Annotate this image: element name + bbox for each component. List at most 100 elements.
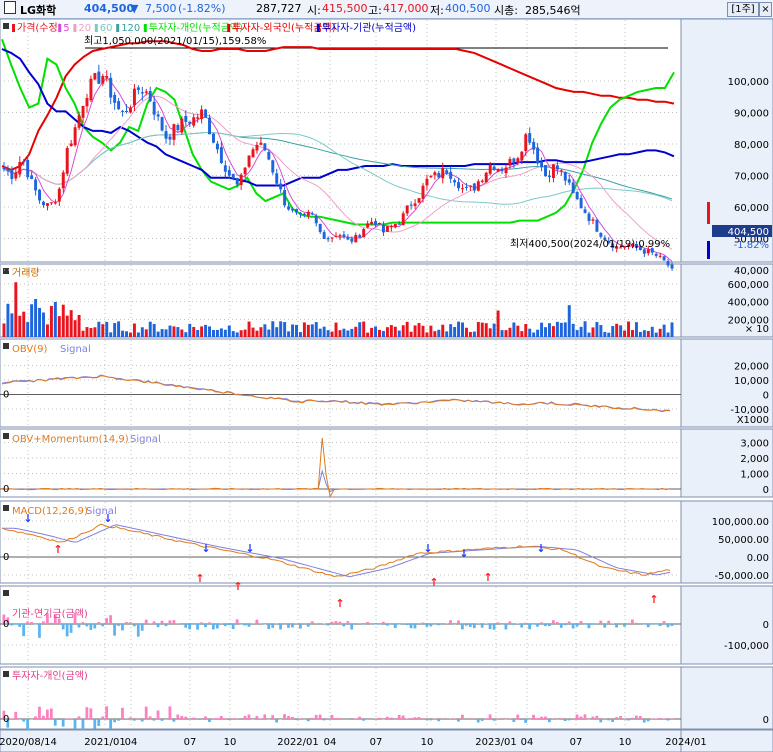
pension-bar: [140, 624, 144, 631]
volume-bar: [488, 328, 492, 337]
date-label: 10: [421, 737, 434, 748]
individual-bar: [417, 717, 421, 719]
pension-bar: [136, 624, 140, 637]
period-button[interactable]: [1주]: [727, 2, 759, 17]
individual-legend: 투자자-개인(금액): [12, 670, 88, 682]
pension-bar: [212, 624, 215, 630]
date-label: 07: [570, 737, 583, 748]
candle-body: [45, 203, 49, 206]
volume-bar: [34, 299, 38, 337]
pension-bar: [508, 621, 512, 624]
volume-bar: [180, 329, 184, 337]
candle-body: [140, 92, 144, 94]
candle-body: [484, 172, 488, 183]
pension-bar: [306, 624, 310, 627]
individual-bar: [378, 717, 381, 719]
individual-bar: [595, 715, 599, 719]
candle-body: [279, 183, 283, 190]
pension-bar: [101, 624, 105, 627]
volume-bar: [472, 331, 476, 337]
volume-bar: [121, 330, 125, 337]
volume-bar: [654, 332, 658, 337]
close-button[interactable]: ×: [759, 2, 772, 17]
volume-bar: [563, 322, 567, 337]
pension-bar: [219, 623, 223, 624]
volume-bar: [49, 305, 53, 337]
candle-body: [97, 71, 101, 84]
pension-bar: [603, 624, 607, 628]
individual-bar: [219, 715, 223, 719]
pension-bar: [287, 624, 290, 628]
panel-menu-icon: [3, 671, 9, 677]
individual-bar: [389, 717, 393, 719]
macd-sell-signal-icon: ↓: [103, 512, 112, 525]
volume-bar: [449, 324, 453, 337]
individual-bar: [85, 707, 89, 719]
candle-body: [184, 115, 188, 122]
individual-zero-label: 0: [3, 714, 9, 725]
individual-bar: [57, 719, 61, 721]
individual-tick: 0: [763, 715, 769, 726]
candle-body: [413, 203, 417, 206]
pension-bar: [196, 624, 199, 630]
individual-bar: [105, 706, 109, 719]
individual-bar: [401, 715, 405, 719]
volume-bar: [611, 326, 615, 337]
pension-bar: [184, 624, 188, 628]
candle-body: [334, 235, 338, 237]
obv-unit: X1000: [737, 415, 769, 426]
volume-bar: [105, 321, 109, 337]
candle-body: [235, 178, 239, 185]
pension-bar: [496, 622, 500, 624]
stock-name[interactable]: LG화학: [20, 4, 57, 17]
pension-bar: [298, 624, 302, 629]
volume-bar: [374, 326, 378, 337]
volume-bar: [38, 307, 42, 337]
candle-body: [401, 213, 405, 226]
window-icon[interactable]: [4, 1, 16, 14]
candle-body: [445, 170, 449, 174]
candle-body: [567, 179, 571, 183]
pension-tick: -100,000: [724, 641, 769, 652]
volume-bar: [413, 325, 417, 337]
pension-bar: [69, 624, 73, 633]
macd-sell-signal-icon: ↓: [423, 542, 432, 555]
pension-bar: [409, 624, 413, 629]
macd-signal-legend: Signal: [86, 506, 117, 517]
volume-bar: [318, 328, 322, 337]
panel-macd: [0, 500, 682, 584]
candle-body: [34, 179, 38, 191]
candle-body: [267, 152, 271, 160]
candle-body: [587, 213, 591, 221]
candle-body: [650, 248, 654, 253]
individual-bar: [2, 710, 6, 719]
candle-body: [73, 127, 77, 146]
price-legend-item: 투자자-개인(누적금액): [149, 22, 243, 34]
candle-body: [318, 223, 322, 232]
date-label: 2024/01: [665, 737, 707, 748]
volume-bar: [540, 322, 544, 337]
individual-bar: [310, 717, 314, 719]
high-value: 417,000: [383, 2, 429, 15]
volume-bar: [314, 322, 318, 337]
volume-bar: [512, 322, 516, 337]
candle-body: [654, 253, 658, 256]
individual-bar: [627, 719, 630, 721]
macd-sell-signal-icon: ↓: [201, 542, 210, 555]
individual-bar: [243, 715, 247, 719]
volume-bar: [156, 331, 160, 337]
candle-body: [42, 201, 45, 206]
candle-body: [227, 170, 231, 176]
volume-bar: [251, 327, 255, 337]
candle-body: [239, 174, 243, 186]
pension-bar: [350, 624, 354, 630]
volume-bar: [22, 311, 26, 337]
axis-individual: [680, 666, 773, 730]
individual-bar: [437, 719, 441, 722]
axis-institution_pension: [680, 585, 773, 665]
candle-body: [528, 133, 532, 143]
volume-bar: [53, 301, 57, 337]
pension-bar: [57, 618, 61, 624]
macd-buy-signal-icon: ↑: [53, 543, 62, 556]
